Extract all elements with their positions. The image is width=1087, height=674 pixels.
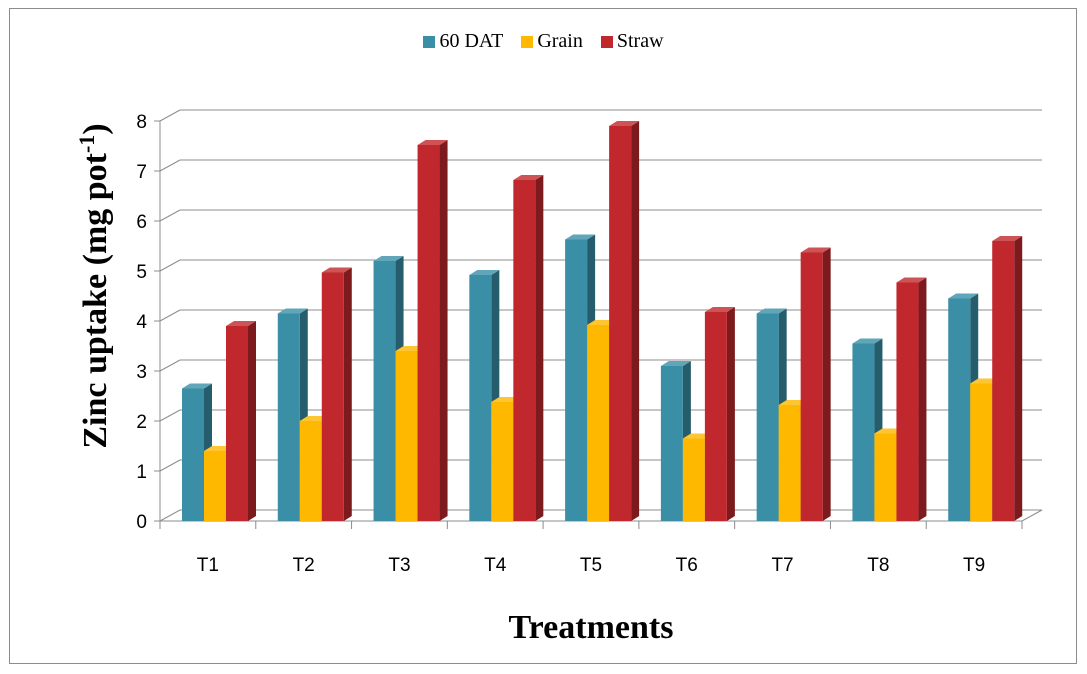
bar-side [248,321,256,521]
gridline-depth [159,259,181,272]
x-axis-title: Treatments [509,609,674,646]
bar-top [756,308,787,314]
y-tick-label: 5 [136,262,147,283]
bar-top [609,121,640,126]
bar-side [343,267,352,521]
legend: 60 DAT Grain Straw [0,30,1087,53]
y-tick-label: 4 [136,312,147,333]
bar [513,180,536,521]
legend-label: Straw [616,30,664,52]
bar [204,451,226,521]
bar [970,383,993,521]
bar [756,313,779,521]
bar-top [417,140,448,145]
gridline-depth [159,409,181,422]
bar [896,282,919,521]
gridline-depth [159,159,181,172]
legend-swatch [600,35,613,48]
x-tick-label: T7 [771,555,793,576]
bar-top [226,321,256,326]
legend-swatch [423,35,436,48]
x-tick-label: T8 [867,555,889,576]
y-tick-label: 6 [136,212,147,233]
x-tick-label: T6 [676,555,698,576]
bar [778,405,801,521]
legend-item: Grain [521,30,583,53]
bar-side [822,247,831,521]
y-axis-title: Zinc uptake (mg pot-1) [74,123,115,448]
bar [682,438,705,521]
bar [852,343,875,521]
x-tick-label: T5 [580,555,602,576]
bar [565,239,588,521]
bar [277,313,300,521]
bar [469,275,492,521]
bar-top [182,383,212,389]
bar-top [992,236,1023,241]
gridline-depth [159,209,181,222]
bar [948,298,971,521]
bar-side [918,277,927,521]
x-tick-label: T2 [293,555,315,576]
y-tick-label: 1 [136,462,147,483]
bar-top [852,338,883,344]
bar [992,241,1015,521]
bar-top [704,307,735,312]
bar-side [631,121,640,521]
bar [417,145,440,521]
bar [660,366,683,521]
bar [299,421,322,521]
x-tick-label: T3 [388,555,410,576]
bar-side [726,307,735,521]
gridline-depth [159,109,181,122]
bar-top [277,308,308,314]
bar-top [896,277,927,283]
x-tick-label: T4 [484,555,507,576]
x-tick-label: T1 [197,555,219,576]
bar-top [469,270,500,275]
bar-top [321,267,352,273]
legend-item: 60 DAT [423,30,503,53]
bar [874,433,897,521]
y-tick-label: 8 [136,112,147,133]
bar [395,351,418,521]
bar-side [439,140,448,521]
bar-top [800,247,831,253]
bar-side [535,175,544,521]
y-tick-label: 7 [136,162,147,183]
bar-top [513,175,544,180]
bar [321,272,344,521]
gridline-depth [159,359,181,372]
bar [609,126,632,521]
bar [800,252,823,521]
legend-label: Grain [537,30,583,52]
bar-side [1014,236,1023,521]
bar [587,325,610,521]
bar [182,388,204,521]
bar-top [660,361,691,366]
legend-swatch [521,35,534,48]
y-tick-label: 0 [136,512,147,533]
y-tick-label: 3 [136,362,147,383]
y-tick-label: 2 [136,412,147,433]
bar-top [373,256,404,261]
bar-top [565,234,596,240]
bar-top [948,293,979,299]
legend-item: Straw [600,30,664,53]
gridline-depth [159,309,181,322]
bar [491,402,514,521]
legend-label: 60 DAT [439,30,504,52]
x-tick-label: T9 [963,555,985,576]
gridline-depth [159,459,181,472]
bar [226,326,248,521]
bar [704,312,727,521]
bar [373,261,396,521]
